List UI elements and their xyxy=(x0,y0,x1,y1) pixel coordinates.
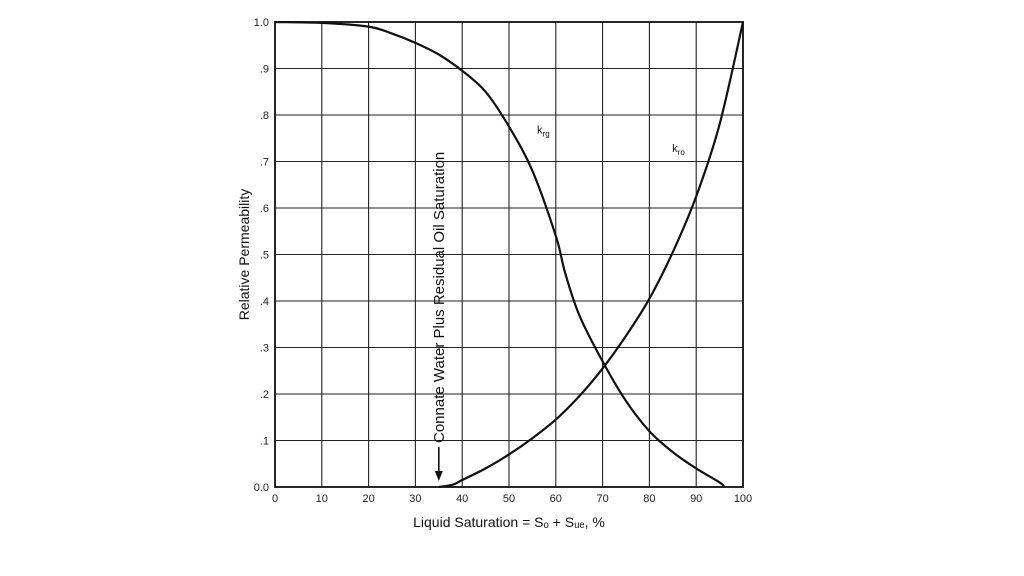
y-tick-label: .4 xyxy=(260,296,269,308)
x-tick-labels: 0 10 20 30 40 50 60 70 80 90 100 xyxy=(272,493,752,505)
x-tick-label: 50 xyxy=(503,493,515,505)
y-tick-label: .6 xyxy=(260,203,269,215)
y-tick-label: .9 xyxy=(260,64,269,76)
y-axis-label: Relative Permeability xyxy=(236,189,252,321)
x-tick-label: 10 xyxy=(316,493,328,505)
x-tick-label: 90 xyxy=(690,493,702,505)
y-tick-labels: 0.0 .1 .2 .3 .4 .5 .6 .7 .8 .9 1.0 xyxy=(254,17,269,494)
y-tick-label: .2 xyxy=(260,389,269,401)
y-tick-label: .5 xyxy=(260,250,269,262)
x-tick-label: 30 xyxy=(409,493,421,505)
annotations: Connate Water Plus Residual Oil Saturati… xyxy=(431,152,448,481)
annotation-arrow-head xyxy=(435,471,443,481)
y-tick-label: .3 xyxy=(260,343,269,355)
y-tick-label: .1 xyxy=(260,436,269,448)
x-tick-label: 40 xyxy=(456,493,468,505)
x-tick-label: 60 xyxy=(550,493,562,505)
x-tick-label: 80 xyxy=(643,493,655,505)
curve-label-krg: krg xyxy=(537,125,550,139)
y-tick-label: 0.0 xyxy=(254,482,269,494)
x-tick-label: 20 xyxy=(362,493,374,505)
curve-label-kro: kro xyxy=(672,143,685,157)
x-tick-label: 100 xyxy=(734,493,752,505)
x-tick-label: 70 xyxy=(596,493,608,505)
annotation-text: Connate Water Plus Residual Oil Saturati… xyxy=(431,152,448,443)
x-axis-label: Liquid Saturation = Sₒ + Sᵤₑ, % xyxy=(413,514,605,530)
y-tick-label: .7 xyxy=(260,157,269,169)
y-tick-label: .8 xyxy=(260,110,269,122)
y-tick-label: 1.0 xyxy=(254,17,269,29)
x-tick-label: 0 xyxy=(272,493,278,505)
